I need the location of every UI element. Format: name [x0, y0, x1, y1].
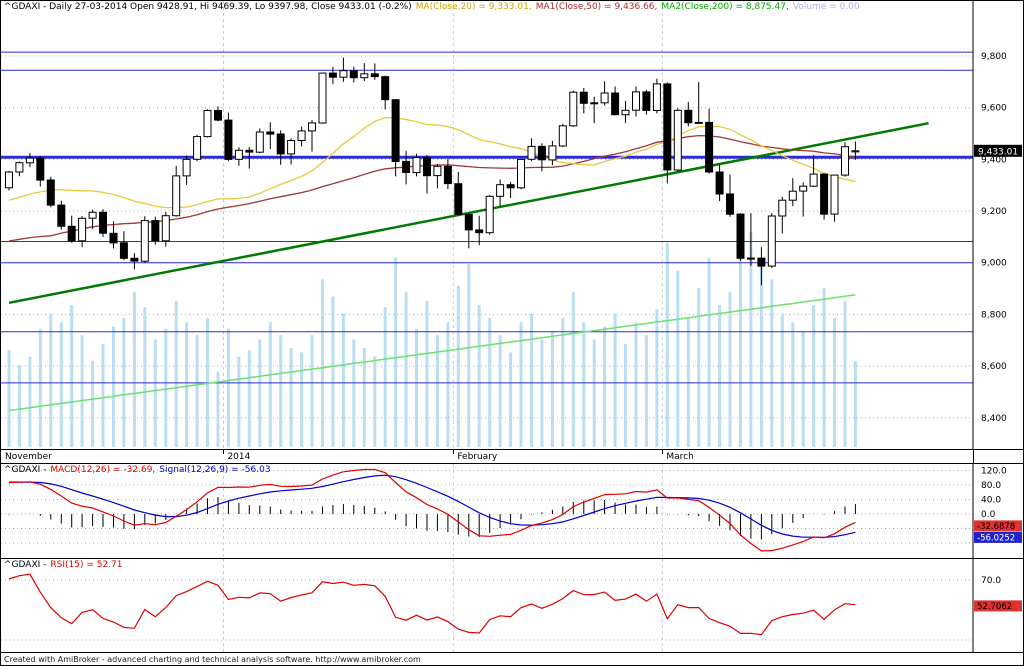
svg-text:40.0: 40.0 — [981, 496, 1001, 506]
signal-title-value: Signal(12,26,9) = -56.03 — [159, 465, 271, 475]
month-tick — [662, 450, 664, 454]
title-volume-value: Volume = 0.00 — [792, 2, 860, 12]
rsi-axis-labels: 70.0 — [981, 576, 1001, 586]
month-gridlines — [222, 559, 663, 652]
svg-text:52.7062: 52.7062 — [977, 602, 1012, 612]
support-resistance-lines — [1, 51, 973, 384]
svg-text:9,400: 9,400 — [981, 155, 1007, 165]
rsi-panel[interactable]: ^GDAXI - RSI(15) = 52.71 70.0 52.7062 — [1, 559, 1023, 653]
title-ma200-value: MA2(Close,200) = 8,875.47, — [661, 2, 789, 12]
svg-text:120.0: 120.0 — [981, 467, 1007, 477]
month-label: 2014 — [227, 452, 251, 462]
month-label: February — [457, 452, 498, 462]
ma200-line — [8, 294, 856, 412]
macd-value-boxes: -32.6878-56.0252 — [974, 520, 1022, 543]
svg-text:80.0: 80.0 — [981, 481, 1001, 491]
svg-text:8,600: 8,600 — [981, 362, 1007, 372]
svg-text:9,800: 9,800 — [981, 52, 1007, 62]
rsi-title-value: RSI(15) = 52.71 — [50, 560, 123, 570]
signal-line — [9, 474, 856, 538]
svg-text:9,600: 9,600 — [981, 104, 1007, 114]
footer-text: Created with AmiBroker - advanced charti… — [4, 655, 421, 664]
title-ma20-value: MA(Close,20) = 9,333.01, — [415, 2, 532, 12]
footer-credit: Created with AmiBroker - advanced charti… — [1, 653, 1023, 665]
svg-text:-32.6878: -32.6878 — [977, 522, 1015, 532]
rsi-line — [8, 573, 856, 636]
macd-chart-canvas[interactable]: 120.080.040.00.0-32.6878-56.0252 — [1, 464, 1023, 558]
rsi-panel-title: ^GDAXI - RSI(15) = 52.71 — [4, 560, 127, 570]
price-chart-canvas[interactable]: 9,800 9,600 9,400 9,200 9,000 8,800 8,600 8,400… — [1, 1, 1023, 449]
month-gridlines — [222, 464, 663, 558]
rsi-chart-canvas[interactable]: 70.0 52.7062 — [1, 559, 1023, 652]
macd-gridlines — [1, 470, 973, 544]
title-ma50-value: MA1(Close,50) = 9,436.66, — [535, 2, 658, 12]
price-chart-panel[interactable]: ^GDAXI - Daily 27-03-2014 Open 9428.91, … — [1, 1, 1023, 450]
svg-text:-56.0252: -56.0252 — [977, 533, 1015, 543]
macd-axis-labels: 120.0 80.0 40.0 0.0 — [981, 467, 1007, 521]
macd-title-symbol: ^GDAXI - — [4, 465, 47, 475]
volume-bars — [7, 232, 857, 448]
macd-panel-title: ^GDAXI - MACD(12,26) = -32.69, Signal(12,2… — [4, 465, 275, 475]
macd-histogram — [8, 497, 856, 540]
candlesticks — [5, 57, 860, 286]
last-price-box: 9,433.01 — [974, 144, 1022, 157]
x-axis-row: November 2014 February March — [1, 450, 1023, 464]
ma50-line — [8, 134, 856, 242]
month-tick — [223, 450, 225, 454]
month-tick — [453, 450, 455, 454]
month-label: March — [666, 452, 694, 462]
axis-separator — [973, 450, 974, 464]
month-gridlines — [222, 1, 663, 449]
price-axis-labels: 9,800 9,600 9,400 9,200 9,000 8,800 8,600 8,400 — [981, 52, 1007, 424]
svg-text:9,200: 9,200 — [981, 207, 1007, 217]
ma20-line — [8, 116, 856, 209]
svg-text:9,000: 9,000 — [981, 259, 1007, 269]
rsi-value-box: 52.7062 — [974, 600, 1022, 612]
trendline — [8, 121, 929, 305]
svg-text:8,800: 8,800 — [981, 310, 1007, 320]
svg-text:9,433.01: 9,433.01 — [978, 147, 1018, 157]
title-symbol-ohlc: ^GDAXI - Daily 27-03-2014 Open 9428.91, … — [4, 2, 412, 12]
macd-title-value: MACD(12,26) = -32.69, — [50, 465, 156, 475]
svg-text:0.0: 0.0 — [981, 510, 996, 520]
month-label: November — [5, 452, 52, 462]
rsi-gridlines — [1, 579, 973, 641]
macd-panel[interactable]: ^GDAXI - MACD(12,26) = -32.69, Signal(12,2… — [1, 464, 1023, 559]
rsi-title-symbol: ^GDAXI - — [4, 560, 47, 570]
macd-line — [8, 468, 856, 552]
svg-text:8,400: 8,400 — [981, 414, 1007, 424]
price-panel-title: ^GDAXI - Daily 27-03-2014 Open 9428.91, … — [4, 2, 864, 12]
svg-text:70.0: 70.0 — [981, 576, 1001, 586]
